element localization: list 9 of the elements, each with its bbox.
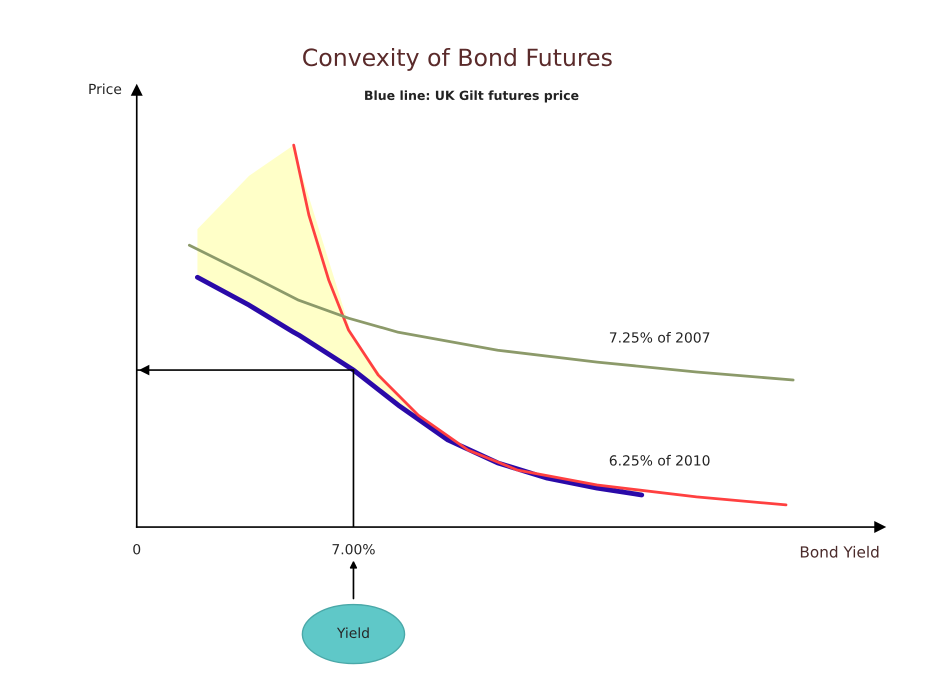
x-axis-title: Bond Yield xyxy=(800,546,878,558)
series-label: 6.25% of 2010 xyxy=(610,454,710,466)
y-axis-title: Price xyxy=(89,83,122,94)
chart-title: Convexity of Bond Futures xyxy=(303,48,612,71)
text: Yield xyxy=(336,627,369,638)
series-label: 7.25% of 2007 xyxy=(610,332,710,343)
x-tick-label: 0 xyxy=(133,544,140,554)
x-tick-label: 7.00% xyxy=(332,544,375,554)
chart-subtitle: Blue line: UK Gilt futures price xyxy=(365,90,578,103)
